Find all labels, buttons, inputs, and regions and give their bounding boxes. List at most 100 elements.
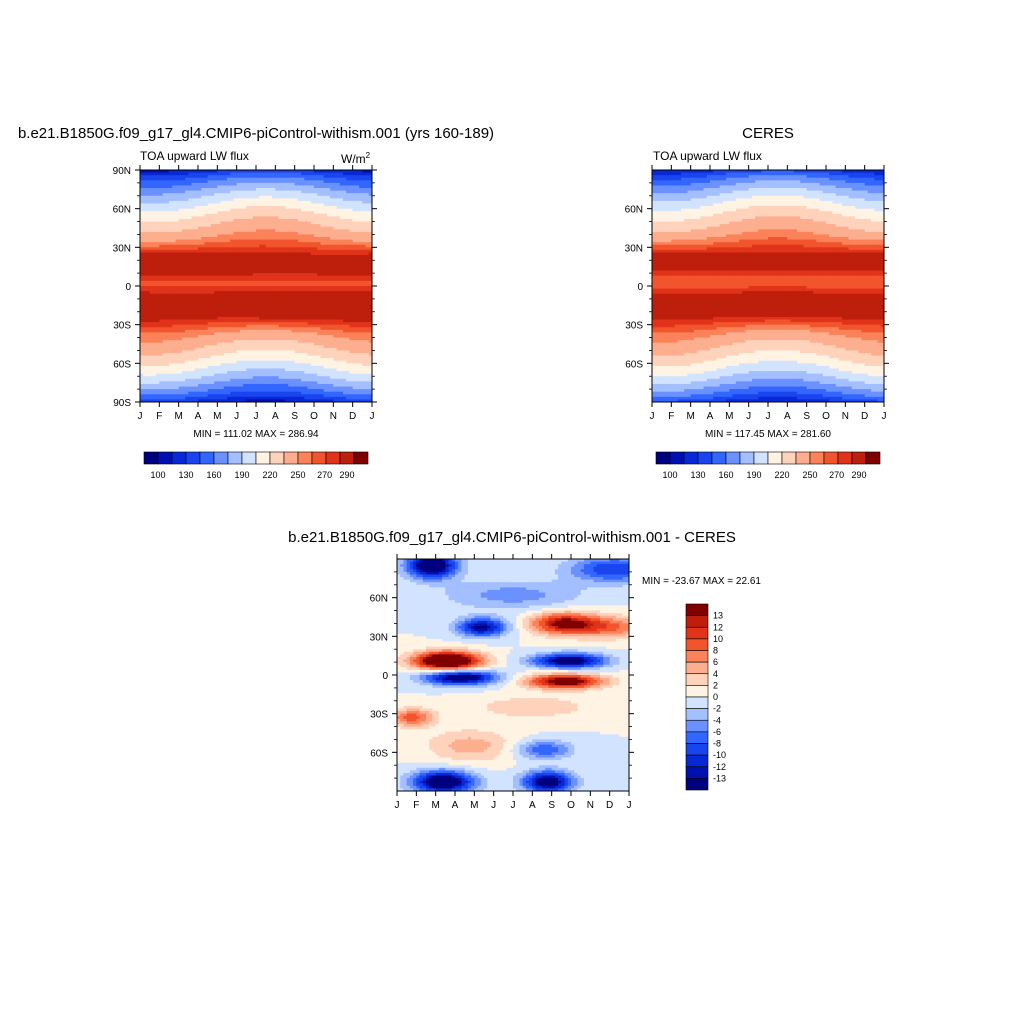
- heatmap-cell: [149, 206, 154, 210]
- heatmap-cell: [207, 206, 212, 210]
- heatmap-cell: [262, 216, 267, 220]
- heatmap-cell: [259, 175, 263, 179]
- heatmap-cell: [330, 229, 334, 233]
- heatmap-cell: [265, 170, 270, 174]
- heatmap-cell: [165, 193, 170, 197]
- heatmap-cell: [165, 265, 170, 269]
- heatmap-cell: [169, 188, 173, 192]
- heatmap-cell: [310, 177, 315, 181]
- heatmap-cell: [275, 182, 280, 186]
- heatmap-cell: [336, 188, 341, 192]
- heatmap-cell: [343, 188, 347, 192]
- heatmap-cell: [230, 200, 234, 205]
- heatmap-cell: [256, 267, 260, 272]
- heatmap-cell: [169, 224, 173, 228]
- heatmap-cell: [362, 249, 367, 253]
- heatmap-cell: [236, 237, 241, 241]
- heatmap-cell: [355, 203, 360, 207]
- heatmap-cell: [149, 188, 154, 192]
- heatmap-cell: [297, 195, 302, 199]
- heatmap-cell: [281, 200, 286, 205]
- heatmap-cell: [265, 231, 270, 235]
- heatmap-cell: [249, 231, 254, 235]
- heatmap-cell: [246, 226, 251, 230]
- heatmap-cell: [297, 244, 302, 248]
- heatmap-cell: [333, 218, 338, 223]
- heatmap-cell: [259, 265, 263, 269]
- heatmap-cell: [172, 172, 176, 176]
- heatmap-cell: [365, 265, 370, 269]
- heatmap-cell: [236, 229, 241, 233]
- heatmap-cell: [188, 260, 193, 264]
- heatmap-cell: [365, 172, 370, 176]
- heatmap-cell: [227, 226, 231, 230]
- heatmap-cell: [368, 229, 373, 233]
- heatmap-cell: [301, 188, 305, 192]
- heatmap-cell: [272, 198, 276, 202]
- heatmap-cell: [239, 226, 244, 230]
- heatmap-cell: [198, 257, 202, 261]
- heatmap-cell: [210, 203, 215, 207]
- heatmap-cell: [140, 193, 144, 197]
- heatmap-cell: [333, 203, 338, 207]
- heatmap-cell: [352, 237, 357, 241]
- heatmap-cell: [294, 226, 299, 230]
- heatmap-cell: [246, 239, 251, 243]
- heatmap-cell: [191, 247, 196, 251]
- heatmap-cell: [320, 226, 325, 230]
- heatmap-cell: [368, 193, 373, 197]
- heatmap-cell: [175, 175, 180, 179]
- heatmap-cell: [181, 242, 186, 246]
- heatmap-cell: [362, 203, 367, 207]
- heatmap-cell: [307, 260, 312, 264]
- heatmap-cell: [301, 239, 305, 243]
- heatmap-cell: [152, 208, 157, 212]
- heatmap-cell: [143, 216, 147, 220]
- heatmap-cell: [249, 172, 254, 176]
- heatmap-cell: [314, 185, 318, 189]
- heatmap-cell: [320, 190, 325, 194]
- heatmap-cell: [175, 224, 180, 228]
- heatmap-cell: [343, 252, 347, 256]
- heatmap-cell: [330, 257, 334, 261]
- heatmap-cell: [198, 175, 202, 179]
- heatmap-cell: [233, 244, 238, 248]
- heatmap-cell: [249, 262, 254, 266]
- heatmap-cell: [159, 180, 164, 184]
- heatmap-cell: [352, 226, 357, 230]
- heatmap-cell: [339, 255, 344, 259]
- heatmap-cell: [314, 182, 318, 186]
- heatmap-cell: [304, 190, 309, 194]
- heatmap-cell: [291, 200, 296, 205]
- heatmap-cell: [291, 226, 296, 230]
- heatmap-cell: [159, 175, 164, 179]
- heatmap-cell: [314, 231, 318, 235]
- heatmap-cell: [194, 170, 199, 174]
- heatmap-cell: [223, 218, 228, 223]
- heatmap-cell: [243, 242, 247, 246]
- heatmap-cell: [220, 257, 225, 261]
- heatmap-cell: [259, 239, 263, 243]
- heatmap-cell: [304, 242, 309, 246]
- heatmap-cell: [330, 175, 334, 179]
- heatmap-cell: [339, 229, 344, 233]
- heatmap-cell: [355, 262, 360, 266]
- heatmap-cell: [188, 221, 193, 225]
- heatmap-cell: [352, 229, 357, 233]
- heatmap-cell: [368, 237, 373, 241]
- heatmap-cell: [198, 188, 202, 192]
- heatmap-cell: [223, 252, 228, 256]
- heatmap-cell: [188, 226, 193, 230]
- heatmap-cell: [217, 265, 222, 269]
- heatmap-cell: [291, 247, 296, 251]
- heatmap-cell: [172, 257, 176, 261]
- heatmap-cell: [236, 188, 241, 192]
- heatmap-cell: [330, 203, 334, 207]
- heatmap-cell: [207, 195, 212, 199]
- heatmap-cell: [207, 208, 212, 212]
- heatmap-cell: [362, 224, 367, 228]
- heatmap-cell: [233, 249, 238, 253]
- heatmap-cell: [304, 234, 309, 238]
- heatmap-cell: [191, 206, 196, 210]
- heatmap-cell: [355, 198, 360, 202]
